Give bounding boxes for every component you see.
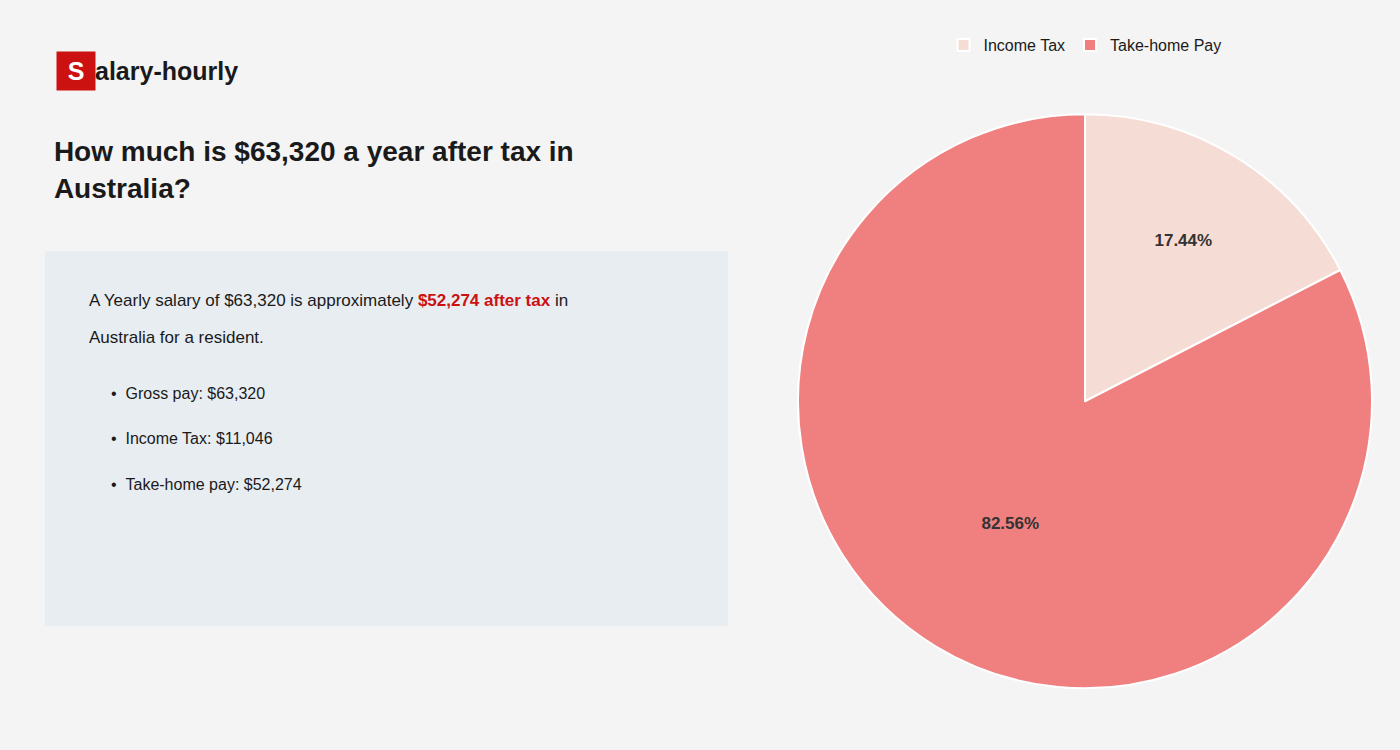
svg-text:17.44%: 17.44% [1154,231,1212,250]
svg-text:Australia for a resident.: Australia for a resident. [89,328,264,347]
svg-text:S: S [68,57,85,85]
svg-text:Take-home Pay: Take-home Pay [1110,37,1221,54]
svg-text:A Yearly salary of $63,320 is: A Yearly salary of $63,320 is approximat… [89,291,568,310]
svg-text:• Take-home pay: $52,274: • Take-home pay: $52,274 [111,476,302,493]
svg-text:Income Tax: Income Tax [984,37,1066,54]
svg-text:• Gross pay: $63,320: • Gross pay: $63,320 [111,385,265,402]
svg-text:• Income Tax: $11,046: • Income Tax: $11,046 [111,430,273,447]
svg-text:alary-hourly: alary-hourly [95,57,238,85]
svg-text:How much is $63,320 a year aft: How much is $63,320 a year after tax inA… [54,136,574,203]
svg-text:82.56%: 82.56% [981,514,1039,533]
